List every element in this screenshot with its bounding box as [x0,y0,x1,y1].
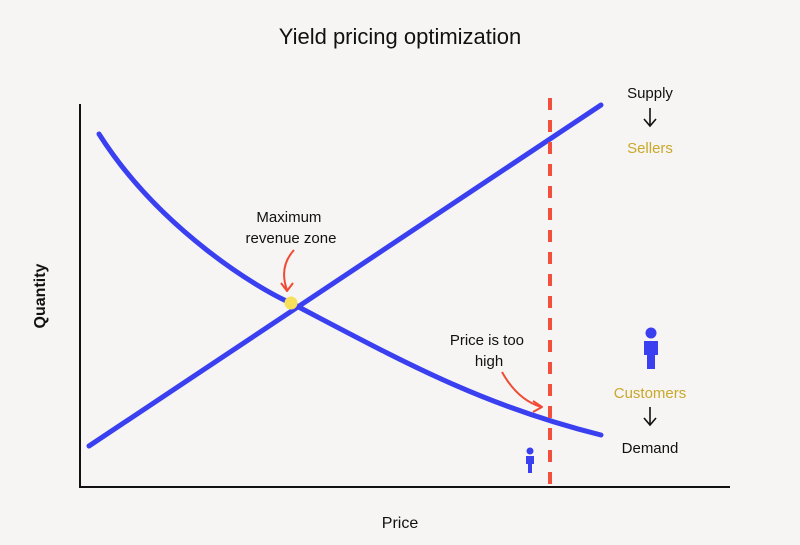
max-revenue-line-1: Maximum [256,209,321,226]
demand-label: Demand [622,440,679,457]
max-revenue-arrow-icon [280,249,295,292]
down-arrow-icon [643,407,657,427]
price-too-high-line-1: Price is too [450,332,524,349]
person-icon [526,447,534,473]
x-axis-label: Price [382,515,419,532]
sellers-label: Sellers [627,140,673,157]
max-revenue-annotation: Maximum revenue zone [246,209,337,247]
person-icon [644,327,658,369]
price-too-high-arrow-icon [501,371,543,413]
max-revenue-marker [284,296,298,310]
supply-label: Supply [627,85,673,102]
supply-curve [86,102,604,449]
max-revenue-line-2: revenue zone [246,230,337,247]
y-axis-label: Quantity [32,263,49,328]
customers-label: Customers [614,385,687,402]
price-too-high-line-2: high [475,353,503,370]
down-arrow-icon [643,108,657,128]
chart-title: Yield pricing optimization [279,24,522,49]
price-too-high-annotation: Price is too high [450,332,528,370]
